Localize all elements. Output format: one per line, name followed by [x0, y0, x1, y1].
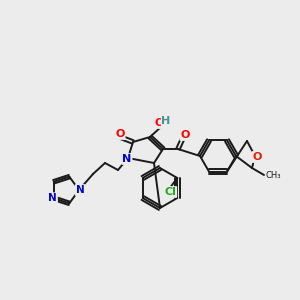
Text: O: O	[252, 152, 262, 162]
Text: O: O	[154, 118, 164, 128]
Text: N: N	[122, 154, 132, 164]
Text: N: N	[76, 185, 84, 195]
Text: O: O	[180, 130, 190, 140]
Text: H: H	[161, 116, 171, 126]
Text: CH₃: CH₃	[266, 172, 281, 181]
Text: N: N	[48, 193, 57, 203]
Text: O: O	[115, 129, 125, 139]
Text: Cl: Cl	[164, 187, 176, 197]
